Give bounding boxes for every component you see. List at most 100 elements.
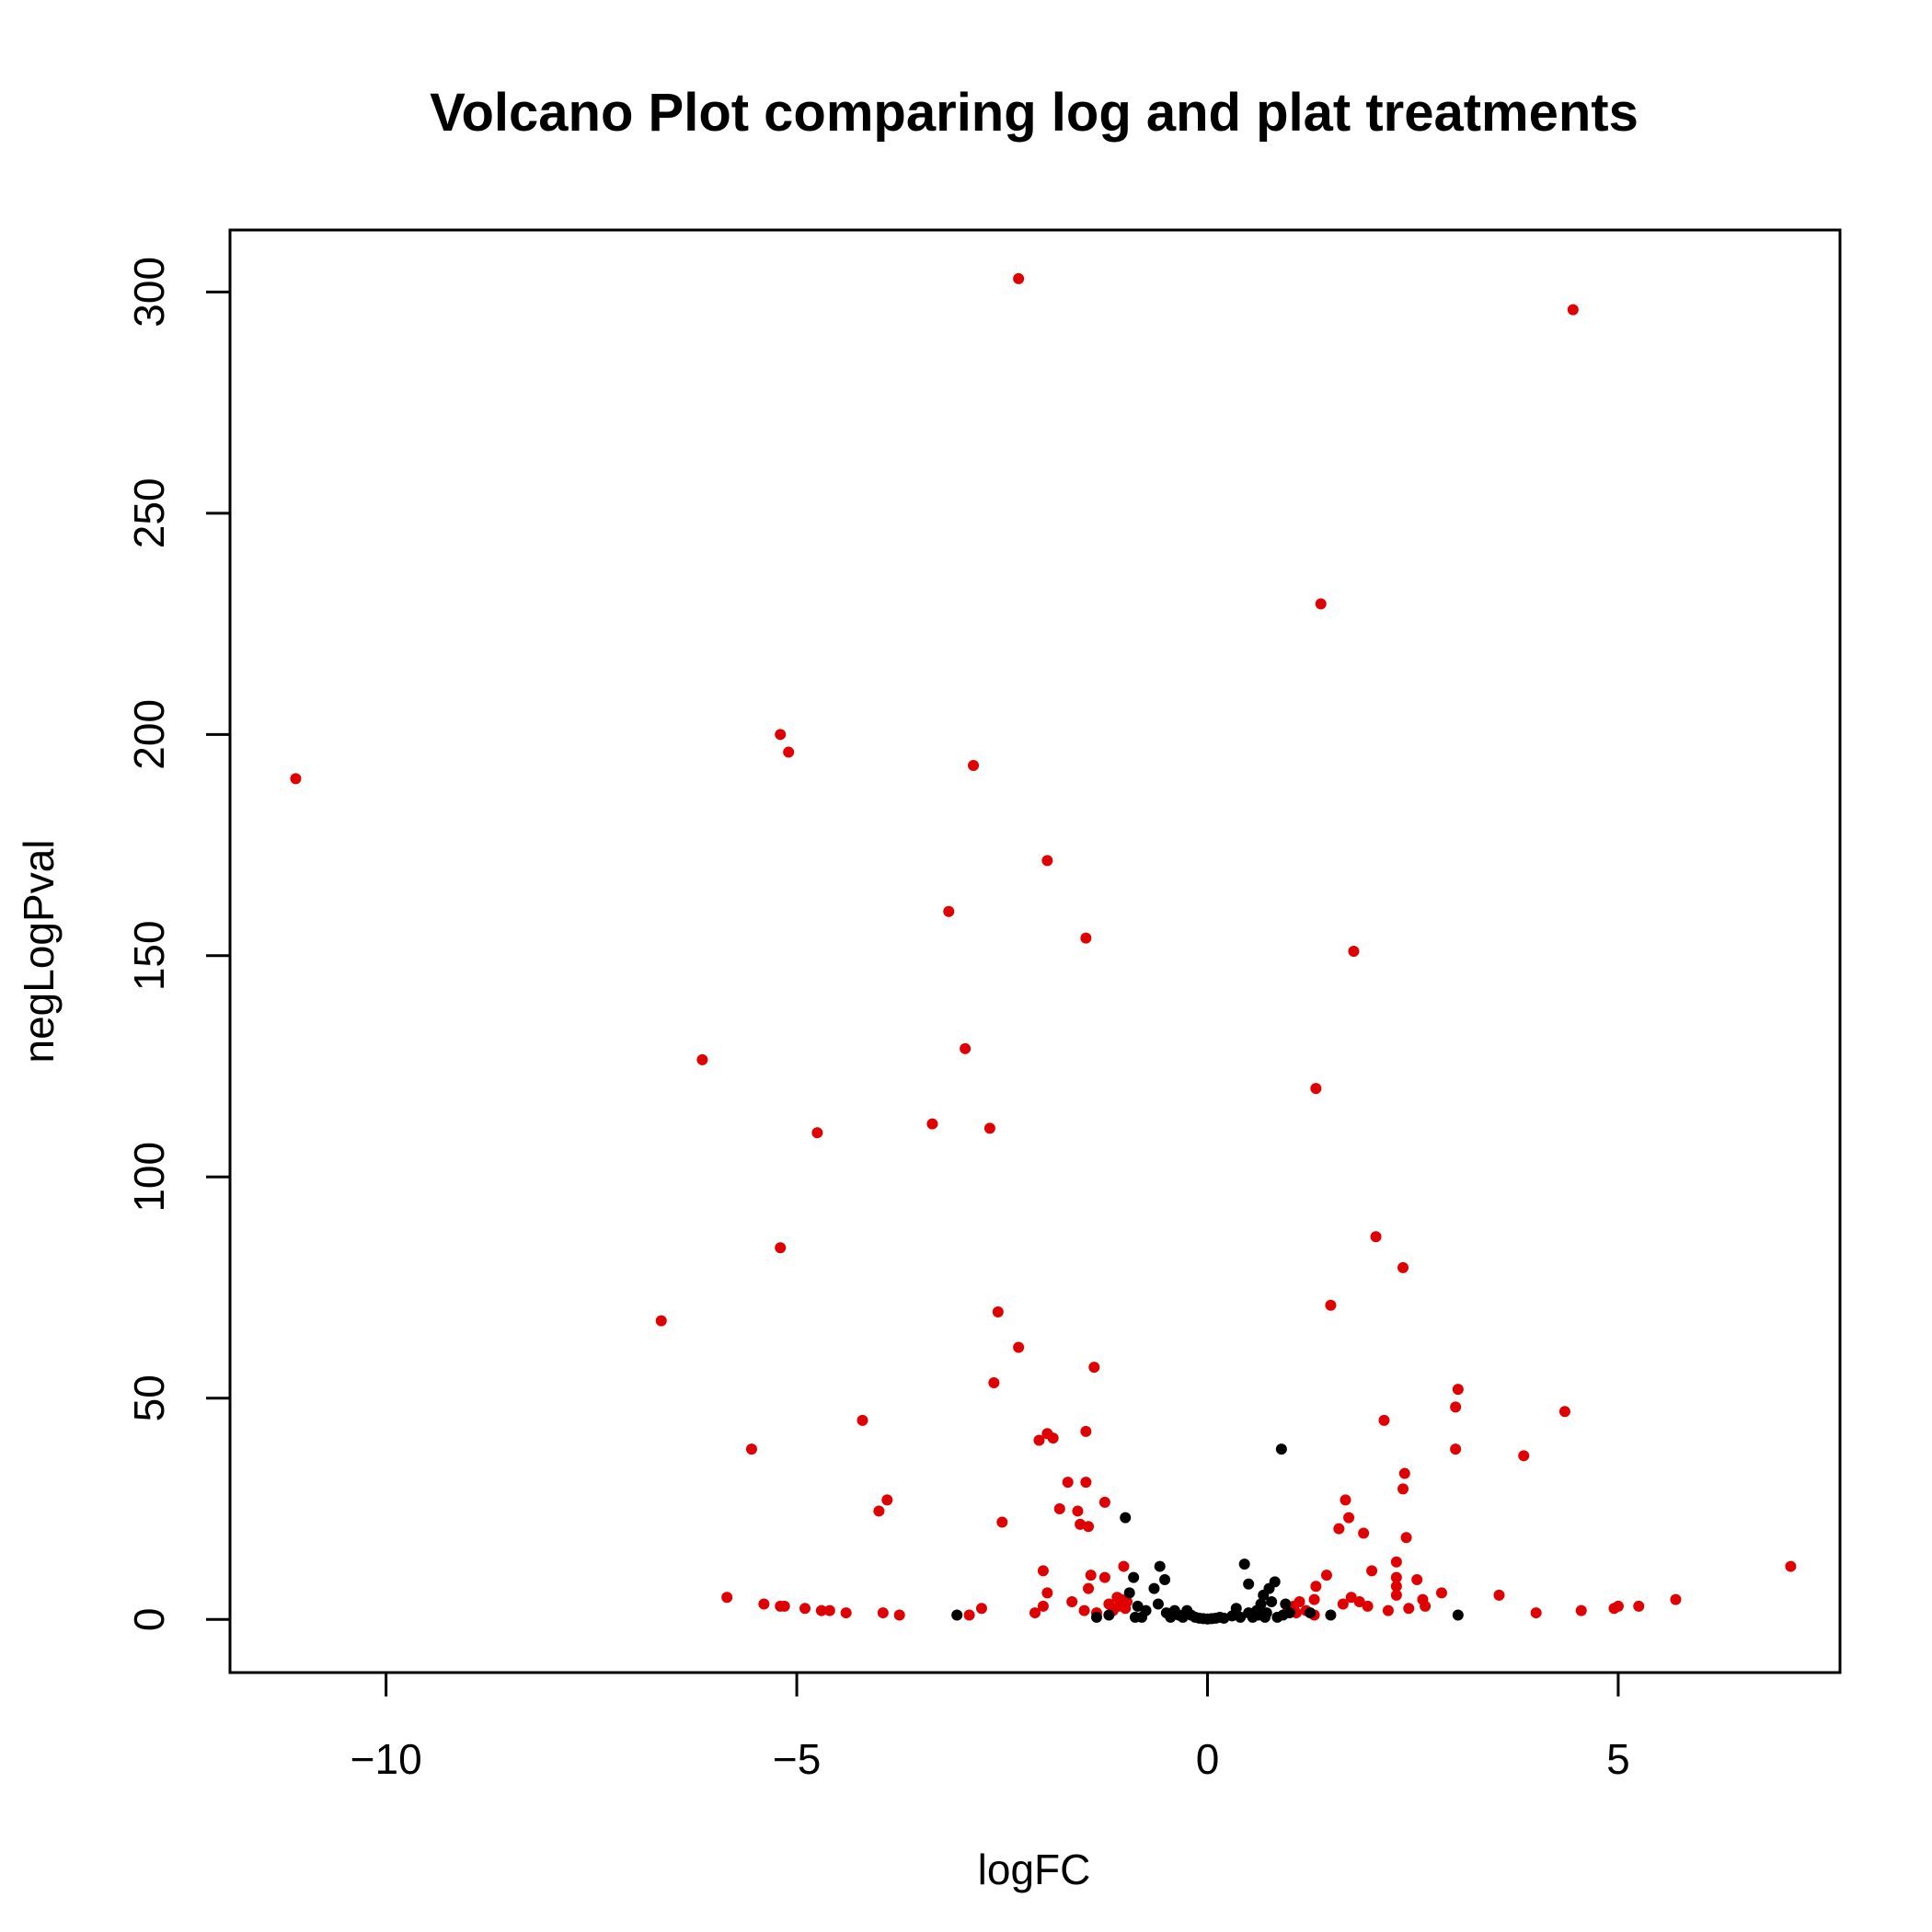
data-point	[1033, 1434, 1045, 1446]
x-axis-label: logFC	[978, 1846, 1091, 1893]
data-point	[857, 1414, 868, 1426]
data-point	[1041, 1587, 1053, 1599]
data-point	[1154, 1560, 1166, 1572]
data-point	[988, 1376, 1000, 1388]
data-point	[696, 1053, 708, 1065]
data-point	[1518, 1450, 1530, 1462]
data-point	[1062, 1477, 1074, 1489]
data-point	[1013, 1341, 1025, 1353]
data-point	[1390, 1589, 1402, 1601]
data-point	[1390, 1556, 1402, 1568]
y-tick-label: 0	[125, 1607, 173, 1631]
data-point	[1083, 1521, 1095, 1533]
data-point	[1132, 1600, 1144, 1612]
plot-frame	[228, 228, 1842, 1674]
data-point	[823, 1604, 835, 1616]
data-point	[951, 1609, 963, 1621]
data-point	[1148, 1582, 1160, 1594]
data-point	[1493, 1589, 1505, 1601]
data-point	[1785, 1560, 1797, 1572]
data-point	[1366, 1565, 1378, 1577]
data-point	[1072, 1505, 1084, 1517]
data-point	[840, 1607, 852, 1619]
data-point	[1294, 1596, 1305, 1608]
data-point	[721, 1592, 733, 1604]
data-point	[1128, 1571, 1140, 1583]
x-tick-label: −5	[773, 1735, 821, 1783]
data-point	[1400, 1532, 1412, 1544]
x-tick-label: 0	[1196, 1735, 1220, 1783]
data-point	[1098, 1571, 1110, 1583]
data-point	[1083, 1582, 1095, 1594]
data-point	[1029, 1607, 1041, 1619]
data-point	[1378, 1414, 1390, 1426]
data-point	[1047, 1432, 1059, 1444]
y-axis-label: negLogPval	[15, 840, 63, 1064]
data-point	[1382, 1604, 1394, 1616]
data-point	[1398, 1467, 1410, 1479]
data-point	[655, 1315, 667, 1327]
data-point	[1333, 1523, 1345, 1535]
data-point	[1343, 1512, 1355, 1524]
data-point	[1370, 1231, 1382, 1243]
data-point	[1305, 1607, 1317, 1619]
data-point	[1080, 1425, 1092, 1437]
data-point	[745, 1443, 757, 1455]
data-point	[943, 905, 955, 917]
data-point	[1420, 1600, 1432, 1612]
data-point	[1066, 1596, 1078, 1608]
data-point	[983, 1122, 995, 1134]
data-point	[1452, 1609, 1464, 1621]
y-tick-label: 50	[125, 1374, 173, 1421]
y-tick-label: 250	[125, 477, 173, 548]
data-point	[1403, 1603, 1415, 1615]
data-point	[992, 1306, 1004, 1317]
data-point	[1325, 1299, 1337, 1311]
data-point	[1397, 1483, 1409, 1495]
data-point	[799, 1603, 811, 1615]
data-point	[783, 746, 795, 758]
data-point	[1390, 1581, 1402, 1593]
data-point	[1450, 1401, 1462, 1413]
y-tick-label: 300	[125, 257, 173, 328]
data-point	[1530, 1607, 1542, 1619]
data-point	[1121, 1596, 1133, 1608]
data-point	[1078, 1604, 1090, 1616]
data-point	[811, 1127, 823, 1139]
data-point	[1041, 855, 1053, 867]
data-point	[1340, 1494, 1351, 1506]
data-point	[1235, 1611, 1247, 1623]
data-point	[1118, 1560, 1130, 1572]
data-point	[1397, 1261, 1409, 1273]
data-point	[1088, 1362, 1100, 1374]
y-tick-label: 150	[125, 920, 173, 991]
data-point	[926, 1118, 938, 1130]
data-point	[1575, 1604, 1587, 1616]
data-point	[1037, 1565, 1049, 1577]
data-point	[877, 1607, 889, 1619]
data-point	[1348, 946, 1360, 957]
data-point	[1053, 1503, 1065, 1515]
data-points	[290, 272, 1797, 1625]
data-point	[1013, 272, 1025, 284]
y-tick-label: 100	[125, 1142, 173, 1213]
data-point	[1269, 1576, 1281, 1588]
data-point	[1090, 1611, 1102, 1623]
data-point	[1411, 1573, 1423, 1585]
data-point	[1098, 1496, 1110, 1508]
data-point	[1670, 1593, 1682, 1605]
data-point	[1230, 1603, 1242, 1615]
data-point	[1260, 1607, 1272, 1619]
data-point	[1140, 1604, 1152, 1616]
data-point	[1120, 1512, 1132, 1524]
data-point	[1612, 1600, 1624, 1612]
data-point	[1633, 1600, 1645, 1612]
data-point	[963, 1609, 975, 1621]
data-point	[775, 1242, 787, 1254]
data-point	[1558, 1406, 1570, 1418]
data-point	[1283, 1607, 1295, 1619]
data-point	[1353, 1596, 1365, 1608]
y-axis: 0 50 100 150 200 250 300	[125, 257, 232, 1631]
data-point	[1103, 1609, 1115, 1621]
